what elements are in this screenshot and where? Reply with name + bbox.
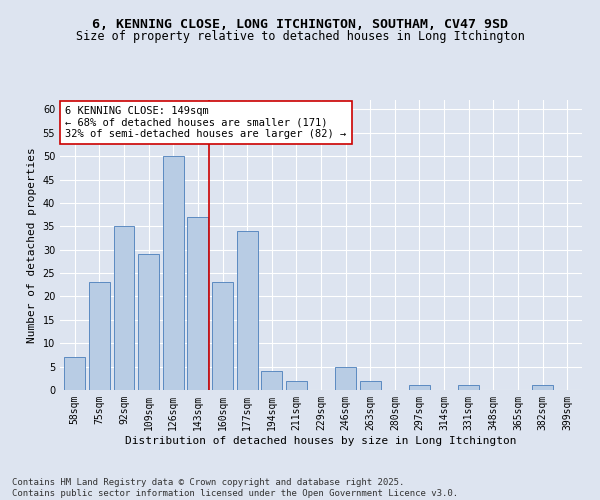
Bar xyxy=(138,254,159,390)
Y-axis label: Number of detached properties: Number of detached properties xyxy=(27,147,37,343)
Bar xyxy=(261,372,282,390)
Bar xyxy=(187,217,208,390)
Text: 6 KENNING CLOSE: 149sqm
← 68% of detached houses are smaller (171)
32% of semi-d: 6 KENNING CLOSE: 149sqm ← 68% of detache… xyxy=(65,106,346,139)
Bar xyxy=(163,156,184,390)
Bar xyxy=(360,380,381,390)
Bar xyxy=(64,358,85,390)
Bar xyxy=(532,386,553,390)
X-axis label: Distribution of detached houses by size in Long Itchington: Distribution of detached houses by size … xyxy=(125,436,517,446)
Text: Contains HM Land Registry data © Crown copyright and database right 2025.
Contai: Contains HM Land Registry data © Crown c… xyxy=(12,478,458,498)
Bar xyxy=(212,282,233,390)
Bar xyxy=(286,380,307,390)
Bar xyxy=(236,231,257,390)
Bar xyxy=(113,226,134,390)
Bar xyxy=(458,386,479,390)
Text: 6, KENNING CLOSE, LONG ITCHINGTON, SOUTHAM, CV47 9SD: 6, KENNING CLOSE, LONG ITCHINGTON, SOUTH… xyxy=(92,18,508,30)
Text: Size of property relative to detached houses in Long Itchington: Size of property relative to detached ho… xyxy=(76,30,524,43)
Bar xyxy=(89,282,110,390)
Bar xyxy=(409,386,430,390)
Bar xyxy=(335,366,356,390)
